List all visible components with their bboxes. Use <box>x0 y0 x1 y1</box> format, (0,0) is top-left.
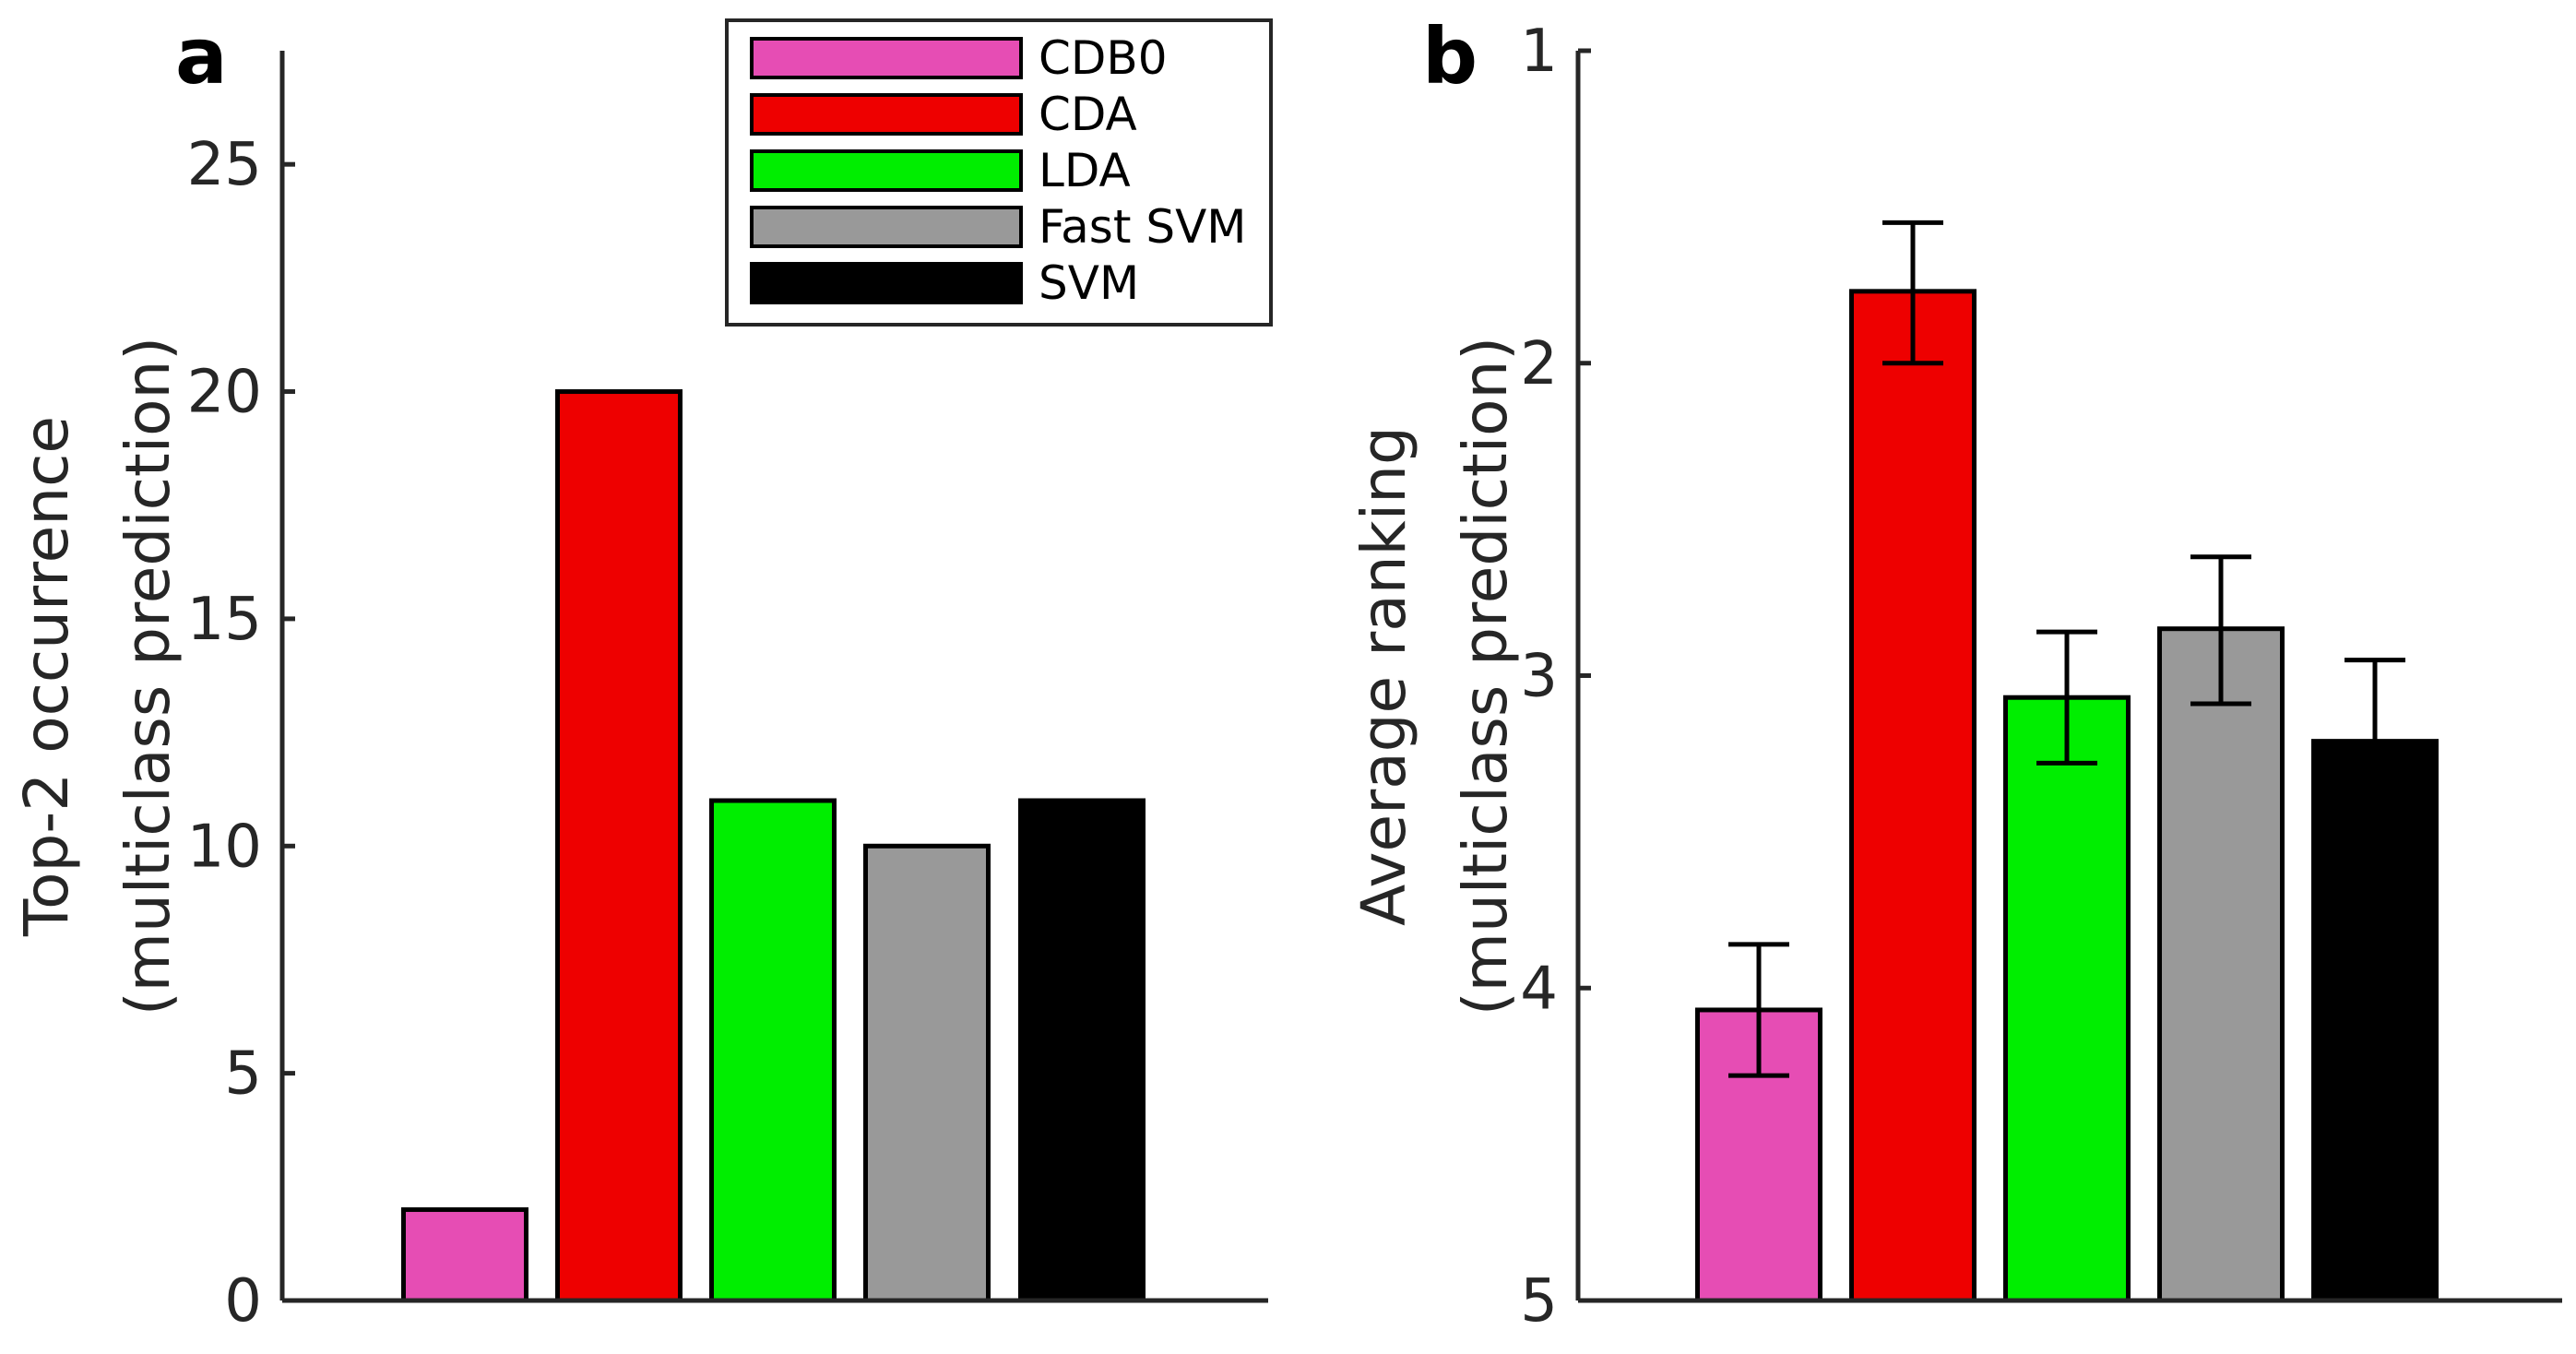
legend-entry-label: SVM <box>1039 256 1139 310</box>
panel-a: 0 5 10 15 20 25 Top-2 occurrence (multiclass pr… <box>11 11 1273 1336</box>
legend-swatch-cdb0 <box>750 37 1023 79</box>
panel-label-b: b <box>1422 11 1478 101</box>
legend-swatch-cda <box>750 93 1023 136</box>
y-tick-label: 1 <box>1520 18 1558 86</box>
y-tick-label: 4 <box>1520 955 1558 1023</box>
y-tick-label: 15 <box>187 586 262 654</box>
y-tick-label: 0 <box>224 1267 262 1336</box>
legend-swatch-fast-svm <box>750 206 1023 248</box>
error-bar-lda <box>2036 629 2097 766</box>
bar-svm <box>2311 739 2439 1303</box>
bar-fast-svm <box>2157 626 2285 1303</box>
legend-entry-label: Fast SVM <box>1039 200 1246 254</box>
bar-svm <box>1018 798 1146 1303</box>
bar-lda <box>2003 695 2131 1303</box>
y-tick-label: 2 <box>1520 330 1558 398</box>
panel-b: 1 2 3 4 5 Average ranking (multiclass predicti… <box>1348 11 2562 1336</box>
bar-cda <box>555 389 683 1303</box>
y-tick-label: 5 <box>1520 1267 1558 1336</box>
legend-entry-label: CDA <box>1039 88 1137 141</box>
y-axis-label-line-1: Top-2 occurrence <box>11 416 82 937</box>
legend-entry-label: CDB0 <box>1039 31 1168 85</box>
bar-cda <box>1849 289 1977 1303</box>
error-bar-svm <box>2345 658 2405 813</box>
legend-swatch-svm <box>750 262 1023 304</box>
y-tick-label: 5 <box>224 1040 262 1109</box>
error-bar-cda <box>1882 220 1943 366</box>
y-tick-label: 25 <box>187 131 262 199</box>
y-axis-label-line-1: Average ranking <box>1348 426 1419 926</box>
y-tick-label: 3 <box>1520 643 1558 711</box>
bar-fast-svm <box>863 843 991 1303</box>
y-tick-label: 10 <box>187 813 262 881</box>
y-axis-label-line-2: (multiclass prediction) <box>113 337 184 1016</box>
y-tick-label: 20 <box>187 359 262 427</box>
legend-swatch-lda <box>750 149 1023 192</box>
bar-cdb0 <box>401 1206 528 1303</box>
panel-label-a: a <box>175 11 228 101</box>
y-axis-label-line-2: (multiclass prediction) <box>1450 337 1521 1016</box>
error-bar-fast-svm <box>2190 554 2251 707</box>
legend-entry-label: LDA <box>1039 144 1131 197</box>
bar-lda <box>709 798 837 1303</box>
error-bar-cdb0 <box>1728 942 1789 1078</box>
